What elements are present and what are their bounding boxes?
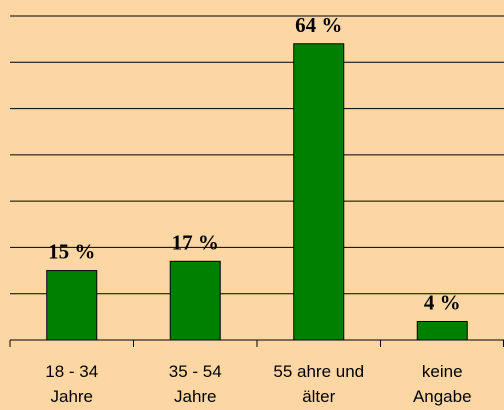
x-tick-label: 55 ahre und älter: [273, 362, 365, 406]
x-tick-label: keine Angabe: [412, 362, 472, 406]
data-label: 17 %: [172, 230, 219, 254]
bar: [169, 260, 221, 341]
x-tick-label: 35 - 54 Jahre: [168, 362, 222, 406]
data-label: 15 %: [48, 240, 95, 264]
bar: [46, 270, 98, 341]
data-label: 64 %: [295, 13, 342, 37]
bar: [293, 43, 345, 341]
x-tick-label: 18 - 34 Jahre: [45, 362, 99, 406]
data-label: 4 %: [424, 290, 461, 314]
bar: [416, 320, 468, 341]
